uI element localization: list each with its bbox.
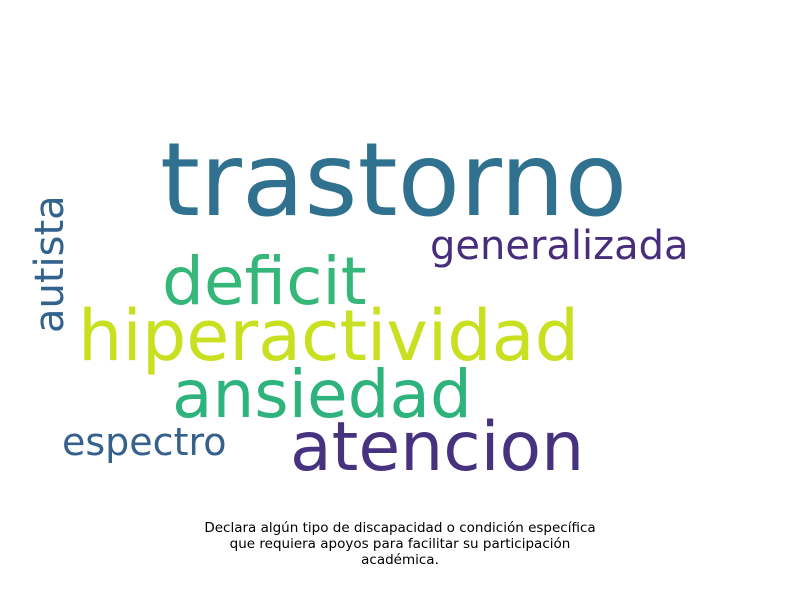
word-generalizada: generalizada [430, 223, 689, 269]
caption-line: Declara algún tipo de discapacidad o con… [204, 520, 596, 536]
word-espectro: espectro [62, 420, 227, 464]
word-ansiedad: ansiedad [172, 356, 472, 433]
word-trastorno: trastorno [160, 121, 628, 240]
figure-caption: Declara algún tipo de discapacidad o con… [150, 520, 650, 569]
caption-line: que requiera apoyos para facilitar su pa… [229, 536, 571, 553]
word-hiperactividad: hiperactividad [78, 295, 580, 377]
word-deficit: deficit [162, 243, 367, 320]
caption-line: académica. [361, 552, 439, 569]
word-atencion: atencion [290, 408, 585, 487]
word-autista: autista [27, 195, 73, 333]
